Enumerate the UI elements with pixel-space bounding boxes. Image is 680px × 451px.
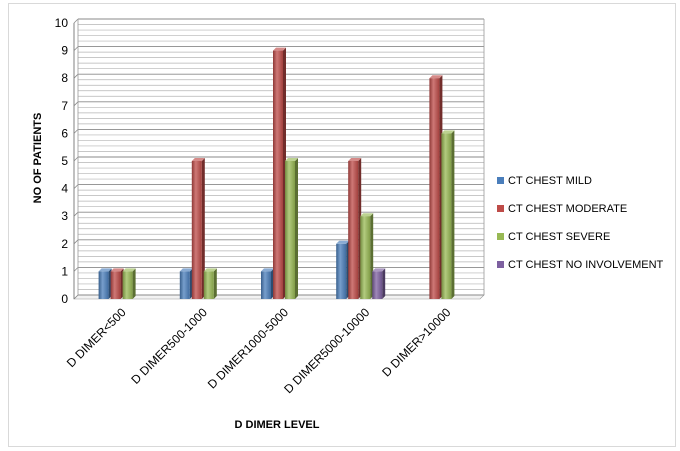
grid-line-side <box>73 73 79 79</box>
bar <box>441 133 452 299</box>
y-tick-label: 6 <box>61 126 68 140</box>
legend: CT CHEST MILD CT CHEST MODERATE CT CHEST S… <box>497 175 664 271</box>
grid-line-side <box>73 18 79 24</box>
bar <box>360 216 371 299</box>
grid-line-side <box>73 211 79 217</box>
bar-side <box>451 130 455 299</box>
bar <box>273 50 283 299</box>
bar-top <box>285 158 298 161</box>
grid-line-side <box>73 101 79 107</box>
x-tick-label: D DIMER<500 <box>64 305 129 370</box>
y-tick-label: 1 <box>61 264 68 278</box>
grid-line-side <box>73 267 79 272</box>
legend-label: CT CHEST NO INVOLVEMENT <box>508 259 664 271</box>
bar <box>336 243 347 299</box>
x-tick-label: D DIMER500-1000 <box>128 305 210 387</box>
y-tick-label: 7 <box>61 99 68 113</box>
bar-top <box>203 268 217 272</box>
y-tick-label: 9 <box>61 44 68 58</box>
legend-swatch <box>497 261 504 268</box>
bar-top <box>441 130 455 134</box>
bar-side <box>295 158 298 299</box>
bar-top <box>191 158 205 161</box>
y-tick-label: 5 <box>61 154 68 168</box>
bar-top <box>98 268 112 272</box>
legend-label: CT CHEST MODERATE <box>508 203 627 215</box>
x-tick-label: D DIMER>10000 <box>379 305 454 380</box>
grid-line-side <box>73 184 79 189</box>
x-tick-label: D DIMER1000-5000 <box>205 305 292 392</box>
bar-side <box>201 158 205 299</box>
bars <box>98 47 455 299</box>
bar <box>98 271 109 299</box>
bar <box>285 161 295 299</box>
bar-side <box>382 268 386 299</box>
grid-line-side <box>73 129 79 134</box>
y-tick-label: 3 <box>61 209 68 223</box>
legend-label: CT CHEST SEVERE <box>508 231 610 243</box>
x-axis-title: D DIMER LEVEL <box>235 419 320 431</box>
axes <box>73 19 79 299</box>
bar-top <box>429 75 443 79</box>
bar-side <box>213 268 217 299</box>
bar <box>122 271 133 299</box>
legend-swatch <box>497 233 504 240</box>
y-tick-label: 10 <box>55 16 69 30</box>
bar-side <box>132 268 136 299</box>
grid-line-side <box>73 156 79 162</box>
bar-top <box>360 213 374 217</box>
grid-line-side <box>73 239 79 245</box>
bar-top <box>348 158 362 161</box>
bar-top <box>261 268 274 272</box>
bar-top <box>336 240 350 244</box>
bar-top <box>273 47 286 51</box>
bar-top <box>179 268 193 272</box>
bar <box>179 271 190 299</box>
bar <box>110 271 121 299</box>
grid-line-side <box>73 46 79 51</box>
y-axis-title: NO OF PATIENTS <box>32 113 44 204</box>
bar <box>348 161 359 299</box>
bar-top <box>110 268 124 272</box>
bar <box>429 78 440 299</box>
bar <box>372 271 383 299</box>
bar <box>203 271 214 299</box>
y-tick-label: 2 <box>61 237 68 251</box>
bar <box>261 271 271 299</box>
bar-top <box>372 268 386 272</box>
x-tick-label: D DIMER5000-10000 <box>281 305 372 396</box>
bar-top <box>122 268 136 272</box>
y-tick-label: 0 <box>61 292 68 306</box>
y-tick-label: 8 <box>61 71 68 85</box>
bar <box>191 161 202 299</box>
grid-line-side <box>73 294 79 300</box>
legend-swatch <box>497 177 504 184</box>
y-tick-label: 4 <box>61 182 68 196</box>
legend-swatch <box>497 205 504 212</box>
legend-label: CT CHEST MILD <box>508 175 592 187</box>
